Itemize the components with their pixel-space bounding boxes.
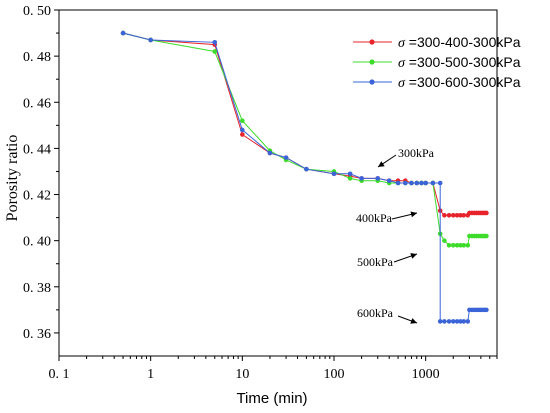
data-point (120, 30, 126, 36)
data-point (347, 171, 353, 177)
y-tick-label: 0. 40 (23, 235, 51, 250)
data-point (437, 319, 443, 324)
data-point (446, 212, 452, 218)
data-point (450, 319, 456, 324)
data-point (446, 319, 452, 324)
data-point (484, 307, 489, 313)
data-point (484, 233, 489, 239)
annotation-arrowhead (378, 161, 385, 167)
legend-marker (369, 59, 375, 65)
y-tick-label: 0. 44 (23, 142, 51, 157)
legend-entry-3: σ =300-600-300kPa (353, 74, 521, 91)
legend-sigma: σ (398, 76, 406, 91)
data-point (442, 212, 447, 218)
data-point (450, 242, 456, 248)
data-point (375, 176, 381, 181)
legend-label: σ =300-400-300kPa (398, 34, 521, 51)
data-point (240, 127, 245, 133)
annotation-label: 400kPa (356, 211, 393, 225)
y-axis-title: Porosity ratio (4, 135, 21, 222)
y-tick-label: 0. 46 (23, 96, 51, 111)
data-point (395, 180, 401, 186)
data-point (331, 171, 337, 177)
data-point (414, 180, 420, 186)
data-point (409, 180, 414, 186)
data-point (454, 319, 460, 324)
data-point (419, 180, 424, 186)
data-point (148, 37, 153, 43)
annotation-arrowhead (410, 211, 417, 218)
legend-sigma: σ (398, 56, 406, 71)
y-tick-label: 0. 42 (23, 189, 51, 204)
data-point (442, 238, 447, 243)
annotation-label: 500kPa (357, 255, 394, 269)
legend-entry-2: σ =300-500-300kPa (353, 54, 521, 71)
data-point (283, 155, 289, 160)
legend-marker (369, 39, 375, 45)
data-point (450, 212, 456, 218)
data-point (267, 150, 273, 156)
legend-entry-1: σ =300-400-300kPa (353, 34, 521, 51)
data-point (446, 242, 452, 248)
legend-marker (369, 79, 375, 85)
data-point (386, 178, 392, 183)
data-point (212, 39, 218, 45)
x-tick-label: 1 (147, 367, 154, 382)
y-tick-label: 0. 38 (23, 281, 51, 296)
data-point (423, 180, 428, 186)
legend-text: =300-500-300kPa (405, 54, 521, 70)
legend-label: σ =300-600-300kPa (398, 74, 521, 91)
data-point (437, 180, 443, 186)
x-tick-label: 10 (235, 367, 249, 382)
series-3 (120, 30, 489, 324)
legend-sigma: σ (398, 36, 406, 51)
data-point (240, 118, 245, 124)
plot-frame (58, 9, 498, 357)
annotation-arrowhead (410, 318, 417, 324)
annotation-label: 300kPa (398, 146, 435, 160)
data-point (458, 242, 463, 248)
data-point (458, 212, 463, 218)
data-point (465, 319, 471, 324)
legend-text: =300-400-300kPa (405, 34, 521, 50)
y-tick-label: 0. 36 (23, 327, 51, 342)
data-point (212, 49, 218, 54)
y-tick-label: 0. 48 (23, 50, 51, 65)
data-point (465, 242, 471, 248)
x-tick-label: 100 (324, 367, 345, 382)
legend-label: σ =300-500-300kPa (398, 54, 521, 71)
data-point (442, 319, 447, 324)
x-tick-label: 0. 1 (49, 367, 70, 382)
series-layer (120, 30, 489, 324)
y-tick-label: 0. 50 (23, 4, 51, 19)
data-point (458, 319, 463, 324)
data-point (403, 180, 408, 186)
x-axis-title: Time (min) (236, 390, 307, 407)
data-point (359, 176, 364, 181)
data-point (430, 180, 436, 186)
annotation-label: 600kPa (357, 306, 394, 320)
data-point (461, 212, 467, 218)
annotation-arrowhead (410, 253, 417, 259)
data-point (484, 210, 489, 216)
annotation-layer: 300kPa 400kPa 500kPa 600kPa (356, 146, 435, 324)
data-point (304, 166, 309, 172)
data-point (347, 176, 353, 181)
data-point (461, 242, 467, 248)
data-point (461, 319, 467, 324)
axes: 0. 1 1 10 100 1000 0. 36 0. 38 0. 40 0. 42 0. 44 0… (23, 4, 498, 382)
data-point (454, 242, 460, 248)
legend-text: =300-600-300kPa (405, 74, 521, 90)
data-point (240, 132, 245, 137)
x-tick-label: 1000 (412, 367, 440, 382)
data-point (454, 212, 460, 218)
